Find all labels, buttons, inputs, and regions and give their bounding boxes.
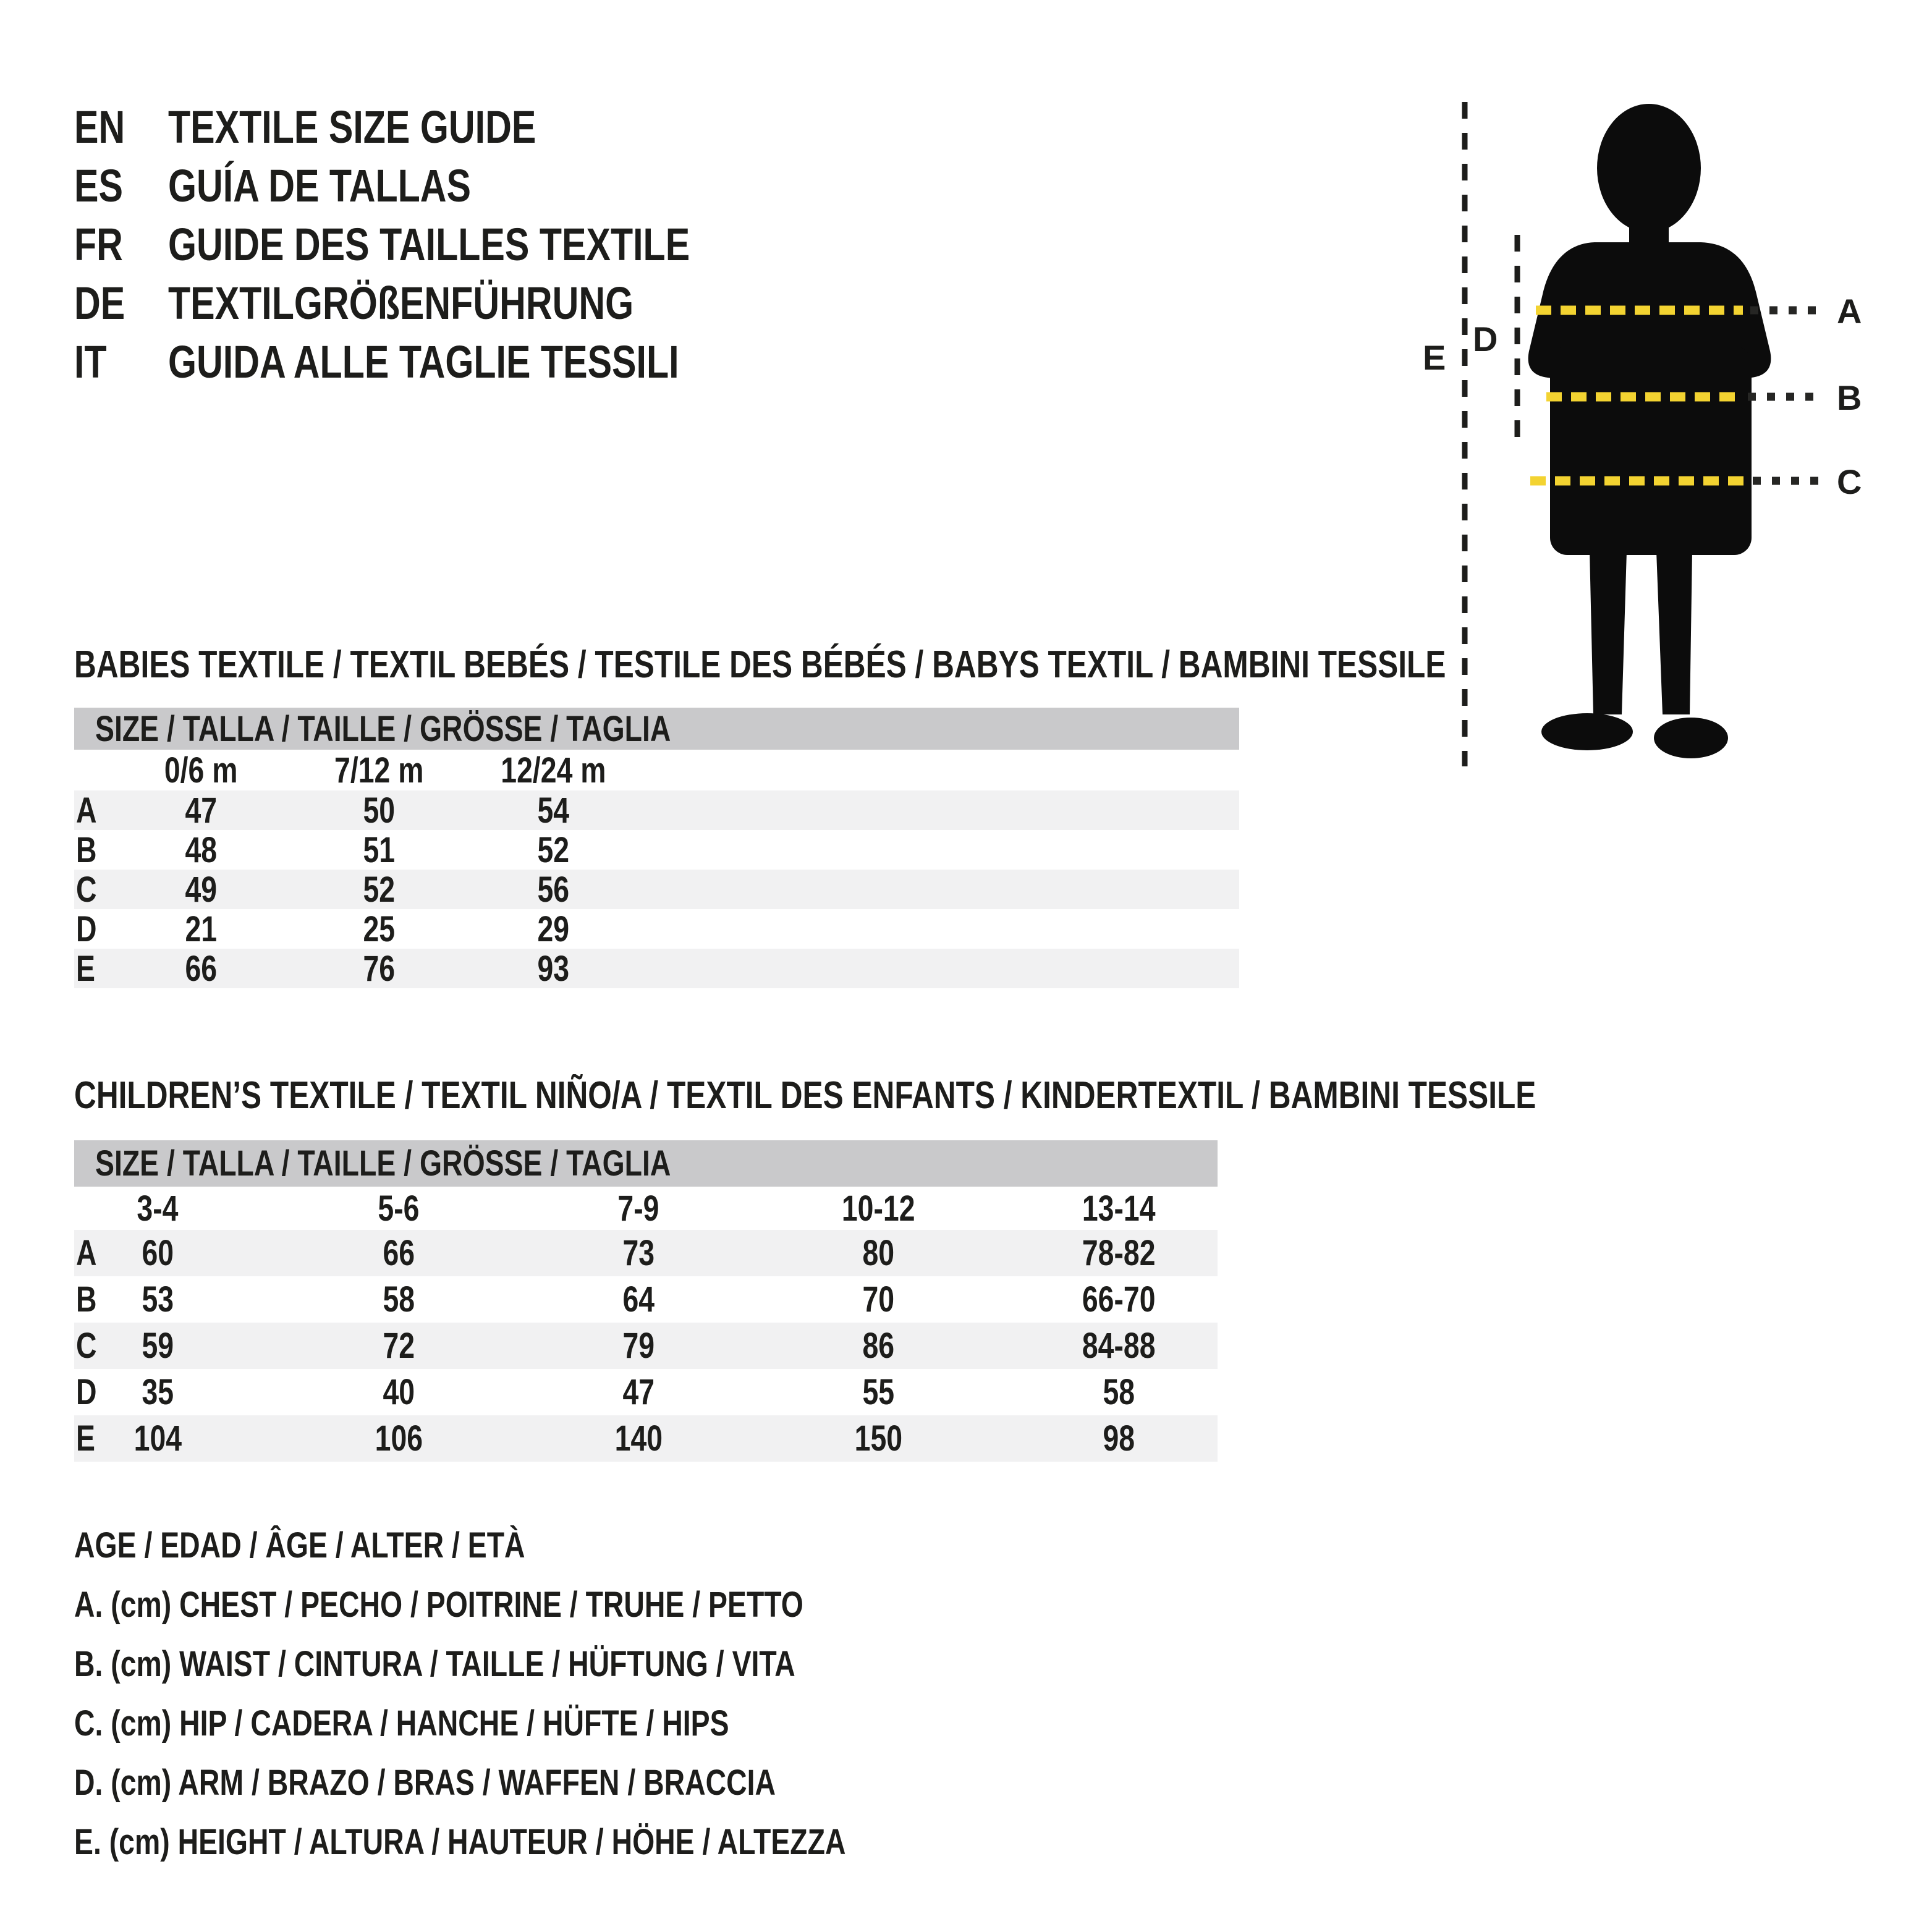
babies-row-c: C 49 52 56: [74, 870, 1239, 910]
children-col-7-9: 7-9: [617, 1188, 659, 1229]
children-size-header-bar: SIZE / TALLA / TAILLE / GRÖSSE / TAGLIA: [74, 1140, 1218, 1187]
legend-chest: A. (cm) CHEST / PECHO / POITRINE / TRUHE…: [74, 1584, 803, 1625]
children-col-10-12: 10-12: [841, 1188, 915, 1229]
figure-label-c: C: [1837, 462, 1862, 501]
children-row-d: D 35 40 47 55 58: [76, 1372, 1135, 1412]
children-col-5-6: 5-6: [378, 1188, 420, 1229]
legend-arm: D. (cm) ARM / BRAZO / BRAS / WAFFEN / BR…: [74, 1762, 776, 1803]
children-section-heading: CHILDREN’S TEXTILE / TEXTIL NIÑO/A / TEX…: [74, 1074, 1536, 1117]
legend-age: AGE / EDAD / ÂGE / ALTER / ETÀ: [74, 1525, 525, 1566]
lang-code-en: EN: [74, 101, 125, 153]
babies-row-b: B 48 51 52: [76, 829, 569, 870]
figure-label-e: E: [1423, 338, 1446, 377]
legend-hip: C. (cm) HIP / CADERA / HANCHE / HÜFTE / …: [74, 1703, 729, 1743]
legend-height: E. (cm) HEIGHT / ALTURA / HAUTEUR / HÖHE…: [74, 1821, 846, 1862]
lang-title-de: TEXTILGRÖßENFÜHRUNG: [168, 277, 634, 329]
babies-row-e: E 66 76 93: [74, 949, 1239, 989]
babies-row-a: A 47 50 54: [74, 790, 1239, 831]
children-row-c: C 59 72 79 86 84-88: [74, 1323, 1218, 1369]
lang-code-it: IT: [74, 336, 107, 388]
children-row-a: A 60 66 73 80 78-82: [74, 1230, 1218, 1276]
figure-label-b: B: [1837, 378, 1862, 417]
children-row-e: E 104 106 140 150 98: [74, 1415, 1218, 1462]
babies-section-heading: BABIES TEXTILE / TEXTIL BEBÉS / TESTILE …: [74, 643, 1446, 686]
lang-title-es: GUÍA DE TALLAS: [168, 159, 472, 211]
lang-title-fr: GUIDE DES TAILLES TEXTILE: [168, 218, 690, 270]
babies-size-header-bar: SIZE / TALLA / TAILLE / GRÖSSE / TAGLIA: [74, 708, 1239, 750]
babies-column-header-row: 0/6 m 7/12 m 12/24 m: [74, 750, 1239, 790]
babies-row-d: D 21 25 29: [76, 909, 569, 949]
children-column-header-row: 3-4 5-6 7-9 10-12 13-14: [74, 1187, 1218, 1230]
children-col-3-4: 3-4: [137, 1188, 179, 1229]
lang-title-en: TEXTILE SIZE GUIDE: [168, 101, 536, 153]
lang-code-es: ES: [74, 159, 123, 211]
child-silhouette-figure: A B C D E: [1423, 102, 1862, 766]
figure-label-a: A: [1837, 292, 1862, 331]
lang-code-de: DE: [74, 277, 125, 329]
legend-waist: B. (cm) WAIST / CINTURA / TAILLE / HÜFTU…: [74, 1643, 795, 1684]
figure-label-d: D: [1473, 320, 1498, 358]
lang-code-fr: FR: [74, 218, 123, 270]
babies-col-7-12m: 7/12 m: [334, 750, 424, 790]
babies-col-12-24m: 12/24 m: [500, 750, 606, 790]
children-col-13-14: 13-14: [1082, 1188, 1156, 1229]
children-row-b: B 53 58 64 70 66-70: [76, 1279, 1156, 1320]
babies-col-0-6m: 0/6 m: [164, 750, 238, 790]
lang-title-it: GUIDA ALLE TAGLIE TESSILI: [168, 336, 679, 388]
